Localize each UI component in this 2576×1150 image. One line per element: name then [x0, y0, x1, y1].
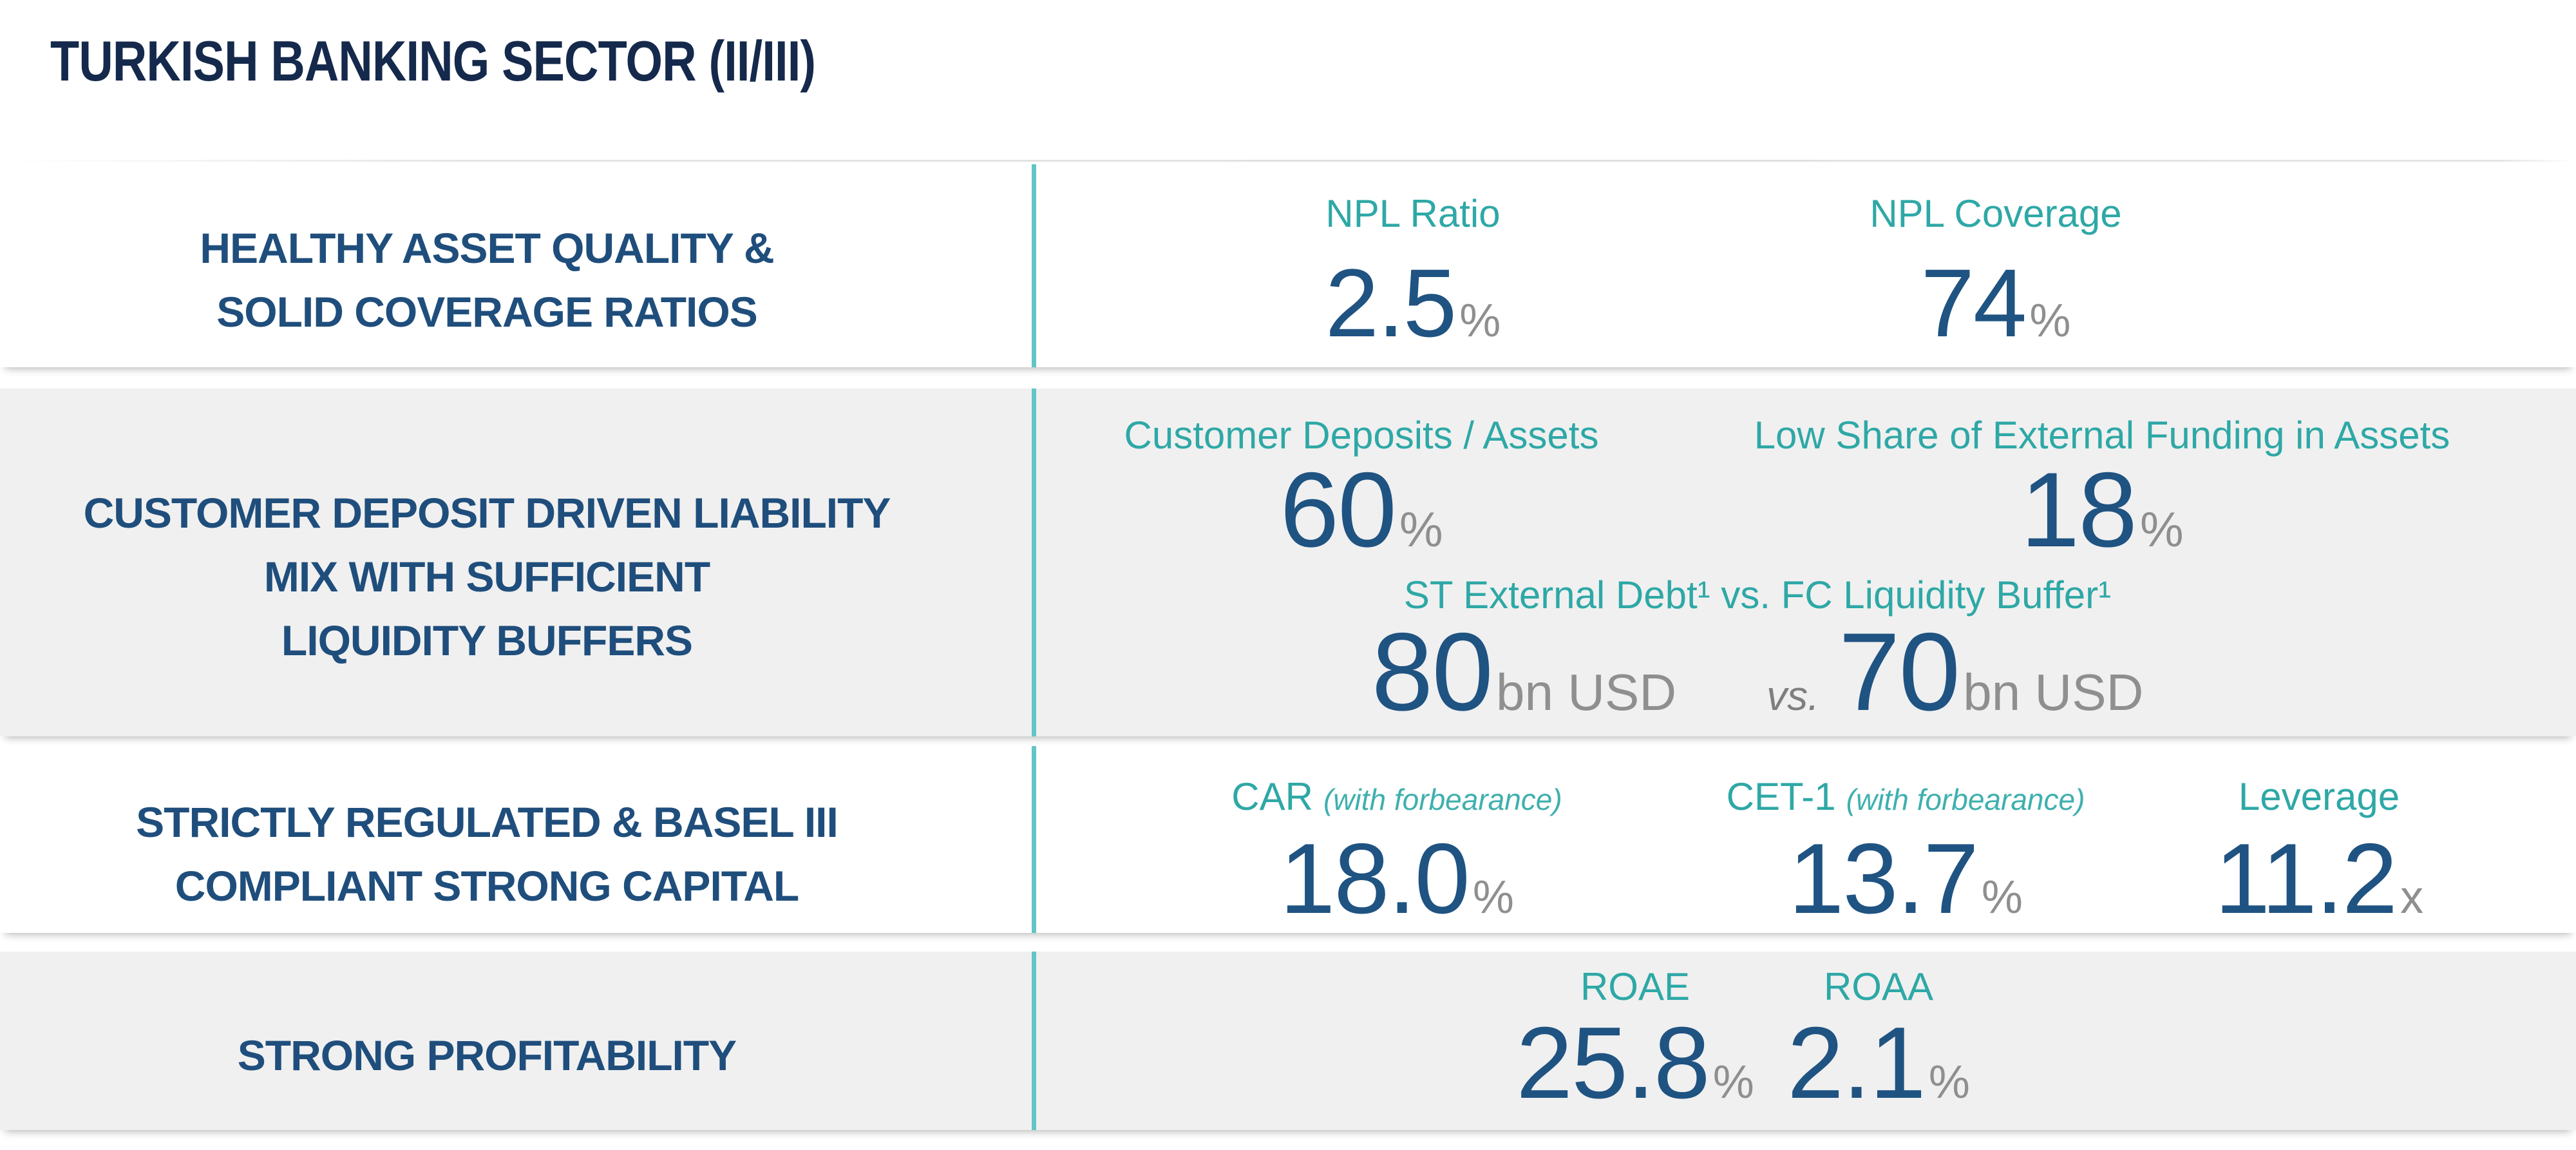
value-suffix: % [1712, 1057, 1754, 1108]
metric-label-note: (with forbearance) [1323, 783, 1562, 816]
metric-value: 25.8% [1516, 1012, 1754, 1114]
value-suffix: bn USD [1495, 664, 1677, 721]
metrics-panel-liability-mix: Customer Deposits / Assets 60% Low Share… [1036, 388, 2576, 736]
metric-value: 11.2x [2215, 829, 2423, 928]
metric-value: 80bn USD vs. 70bn USD [1372, 617, 2144, 727]
metric-label: NPL Coverage [1870, 192, 2122, 235]
metrics-panel-profitability: ROAE 25.8% ROAA 2.1% [1036, 952, 2576, 1130]
metric-leverage: Leverage 11.2x [2215, 775, 2423, 929]
band-strong-capital: STRICTLY REGULATED & BASEL III COMPLIANT… [0, 746, 2576, 933]
value-number: 60 [1280, 450, 1397, 569]
row-heading-liability-mix: CUSTOMER DEPOSIT DRIVEN LIABILITY MIX WI… [0, 388, 1032, 736]
metric-external-funding-share: Low Share of External Funding in Assets … [1754, 414, 2450, 563]
value-number: 18 [2020, 450, 2137, 569]
metric-value: 60% [1124, 457, 1599, 563]
metric-label-text: CET-1 [1726, 775, 1836, 818]
teal-divider [1032, 746, 1036, 933]
value-number: 74 [1920, 249, 2027, 357]
value-suffix: % [1472, 872, 1514, 923]
heading-line: SOLID COVERAGE RATIOS [216, 288, 758, 336]
metric-roae: ROAE 25.8% [1516, 965, 1754, 1115]
metric-label-text: CAR [1231, 775, 1313, 818]
metric-roaa: ROAA 2.1% [1787, 965, 1970, 1115]
value-number: 70 [1838, 610, 1960, 734]
metric-cet1: CET-1 (with forbearance) 13.7% [1727, 776, 2085, 929]
value-suffix: % [1928, 1057, 1970, 1108]
top-divider-line [0, 160, 2576, 162]
band-asset-quality: HEALTHY ASSET QUALITY & SOLID COVERAGE R… [0, 164, 2576, 367]
metric-label-note: (with forbearance) [1846, 783, 2085, 816]
heading-line: MIX WITH SUFFICIENT [263, 553, 710, 600]
metric-value: 18% [1754, 457, 2450, 563]
heading-line: HEALTHY ASSET QUALITY & [200, 224, 774, 272]
metrics-panel-strong-capital: CAR (with forbearance) 18.0% CET-1 (with f… [1036, 746, 2576, 933]
band-liability-mix: CUSTOMER DEPOSIT DRIVEN LIABILITY MIX WI… [0, 388, 2576, 736]
value-number: 25.8 [1516, 1006, 1710, 1120]
heading-line: STRONG PROFITABILITY [237, 1031, 737, 1079]
metric-npl-coverage: NPL Coverage 74% [1870, 192, 2122, 352]
metrics-panel-asset-quality: NPL Ratio 2.5% NPL Coverage 74% [1036, 164, 2576, 367]
value-number: 2.5 [1325, 249, 1457, 357]
metric-label: ROAE [1580, 965, 1690, 1008]
metric-label: Leverage [2238, 775, 2400, 818]
teal-divider [1032, 388, 1036, 736]
value-suffix: % [1981, 872, 2023, 923]
heading-line: STRICTLY REGULATED & BASEL III [136, 798, 838, 846]
metric-customer-deposits-assets: Customer Deposits / Assets 60% [1124, 414, 1599, 563]
value-suffix: bn USD [1963, 664, 2144, 721]
band-profitability: STRONG PROFITABILITY ROAE 25.8% ROAA 2.1… [0, 952, 2576, 1130]
metric-label: CAR (with forbearance) [1231, 776, 1562, 818]
metric-value: 74% [1870, 254, 2121, 351]
value-number: 13.7 [1788, 823, 1979, 934]
row-heading-profitability: STRONG PROFITABILITY [0, 952, 1032, 1130]
metric-label: ST External Debt¹ vs. FC Liquidity Buffe… [1403, 573, 2112, 617]
row-heading-strong-capital: STRICTLY REGULATED & BASEL III COMPLIANT… [0, 746, 1032, 933]
teal-divider [1032, 164, 1036, 367]
vs-text: vs. [1766, 673, 1819, 719]
value-number: 80 [1371, 610, 1493, 734]
page-title: TURKISH BANKING SECTOR (II/III) [50, 29, 816, 93]
row-heading-asset-quality: HEALTHY ASSET QUALITY & SOLID COVERAGE R… [0, 164, 1032, 367]
metric-label: Low Share of External Funding in Assets [1754, 414, 2450, 457]
value-suffix: % [2029, 295, 2071, 347]
metric-value: 18.0% [1231, 829, 1562, 928]
metric-npl-ratio: NPL Ratio 2.5% [1325, 192, 1501, 352]
metric-label: ROAA [1823, 965, 1934, 1008]
value-number: 2.1 [1787, 1006, 1926, 1120]
metric-value: 2.5% [1325, 254, 1501, 351]
value-suffix: x [2400, 872, 2424, 923]
value-suffix: % [1459, 295, 1501, 347]
metric-label: NPL Ratio [1325, 192, 1501, 235]
value-number: 11.2 [2214, 823, 2398, 934]
teal-divider [1032, 952, 1036, 1130]
value-suffix: % [2139, 503, 2184, 557]
heading-line: CUSTOMER DEPOSIT DRIVEN LIABILITY [83, 489, 891, 537]
heading-line: LIQUIDITY BUFFERS [281, 617, 693, 664]
value-suffix: % [1399, 503, 1443, 557]
metric-st-debt-vs-fc-buffer: ST External Debt¹ vs. FC Liquidity Buffe… [1372, 573, 2144, 728]
metric-label: Customer Deposits / Assets [1124, 414, 1599, 457]
metric-car: CAR (with forbearance) 18.0% [1231, 776, 1562, 929]
metric-label: CET-1 (with forbearance) [1727, 776, 2085, 818]
metric-value: 13.7% [1727, 829, 2085, 928]
metric-value: 2.1% [1787, 1012, 1970, 1114]
heading-line: COMPLIANT STRONG CAPITAL [175, 861, 799, 910]
value-number: 18.0 [1280, 823, 1470, 934]
